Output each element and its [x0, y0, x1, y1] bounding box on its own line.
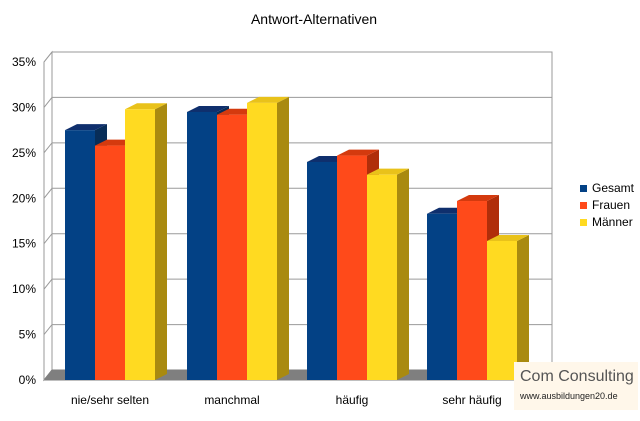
bar — [487, 234, 529, 380]
y-tick-label: 20% — [12, 191, 36, 205]
legend-swatch — [580, 202, 587, 209]
legend-swatch — [580, 185, 587, 192]
bar — [247, 96, 289, 380]
logo-brand: Com Consulting — [520, 368, 634, 385]
gridline — [43, 142, 552, 154]
y-tick-label: 15% — [12, 237, 36, 251]
y-tick-label: 25% — [12, 146, 36, 160]
y-tick-label: 5% — [19, 328, 37, 342]
legend-label: Männer — [592, 215, 633, 229]
plot-side-wall — [43, 50, 53, 382]
category-label: nie/sehr selten — [71, 393, 149, 407]
legend-label: Frauen — [592, 198, 630, 212]
y-tick-label: 0% — [19, 373, 37, 387]
bar — [367, 168, 409, 380]
chart-title: Antwort-Alternativen — [251, 11, 377, 27]
com-consulting-logo: Com Consulting www.ausbildungen20.de — [514, 362, 638, 410]
category-label: manchmal — [204, 393, 259, 407]
legend-label: Gesamt — [592, 181, 635, 195]
bar — [125, 103, 167, 380]
y-tick-label: 30% — [12, 100, 36, 114]
category-label: sehr häufig — [442, 393, 501, 407]
gridline — [43, 51, 552, 63]
legend-swatch — [580, 219, 587, 226]
category-label: häufig — [336, 393, 369, 407]
legend: Gesamt Frauen Männer — [580, 181, 635, 229]
y-tick-label: 35% — [12, 55, 36, 69]
y-tick-label: 10% — [12, 282, 36, 296]
logo-url: www.ausbildungen20.de — [520, 391, 618, 401]
gridline — [43, 96, 552, 108]
